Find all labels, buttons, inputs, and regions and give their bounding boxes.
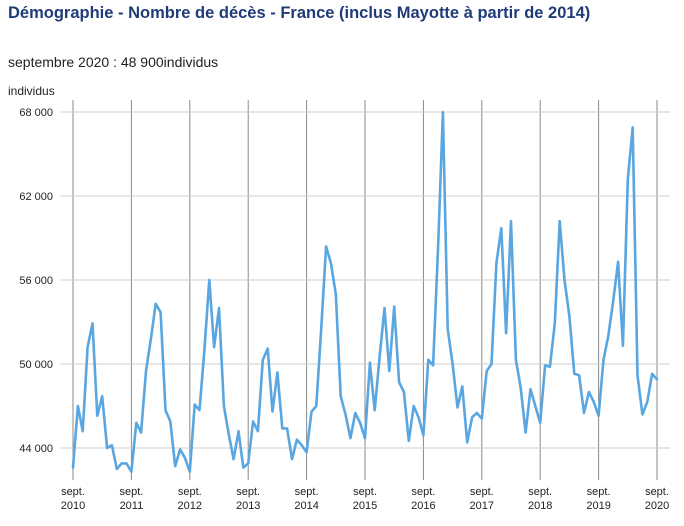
chart-subtitle: septembre 2020 : 48 900individus [8, 54, 219, 70]
x-tick-label-month: sept. [587, 486, 611, 498]
y-axis-unit-label: individus [8, 84, 55, 98]
y-gridlines [60, 111, 670, 449]
x-tick-label-year: 2010 [61, 500, 85, 512]
x-tick-labels: sept. 2010 sept. 2011 sept. 2012 sept. 2013 sept… [61, 486, 669, 512]
x-tick-label-year: 2011 [120, 500, 144, 512]
x-tick-label-month: sept. [411, 486, 435, 498]
x-tick-label-year: 2014 [294, 500, 318, 512]
series-group [71, 110, 659, 474]
y-tick-label: 44 000 [19, 443, 53, 455]
x-tick-label-month: sept. [645, 486, 669, 498]
x-tick-label-month: sept. [295, 486, 319, 498]
y-tick-label: 68 000 [19, 107, 53, 119]
x-tick-label-year: 2019 [586, 500, 610, 512]
y-tick-label: 50 000 [19, 359, 53, 371]
y-tick-label: 56 000 [19, 275, 53, 287]
x-tick-label-year: 2013 [236, 500, 260, 512]
series-line [71, 110, 659, 474]
y-tick-labels: 44 000 50 000 56 000 62 000 68 000 [19, 107, 53, 455]
x-tick-label-month: sept. [353, 486, 377, 498]
x-tick-label-year: 2017 [470, 500, 494, 512]
x-tick-label-year: 2012 [178, 500, 202, 512]
x-tick-label-month: sept. [236, 486, 260, 498]
y-tick-label: 62 000 [19, 191, 53, 203]
x-tick-label-year: 2015 [353, 500, 377, 512]
x-tick-label-year: 2016 [411, 500, 435, 512]
x-tick-label-year: 2020 [645, 500, 669, 512]
x-tick-label-month: sept. [470, 486, 494, 498]
chart-title: Démographie - Nombre de décès - France (… [8, 4, 591, 22]
x-tick-label-month: sept. [178, 486, 202, 498]
x-tick-label-month: sept. [528, 486, 552, 498]
x-tick-label-month: sept. [119, 486, 143, 498]
x-tick-label-year: 2018 [528, 500, 552, 512]
x-tick-label-month: sept. [61, 486, 85, 498]
